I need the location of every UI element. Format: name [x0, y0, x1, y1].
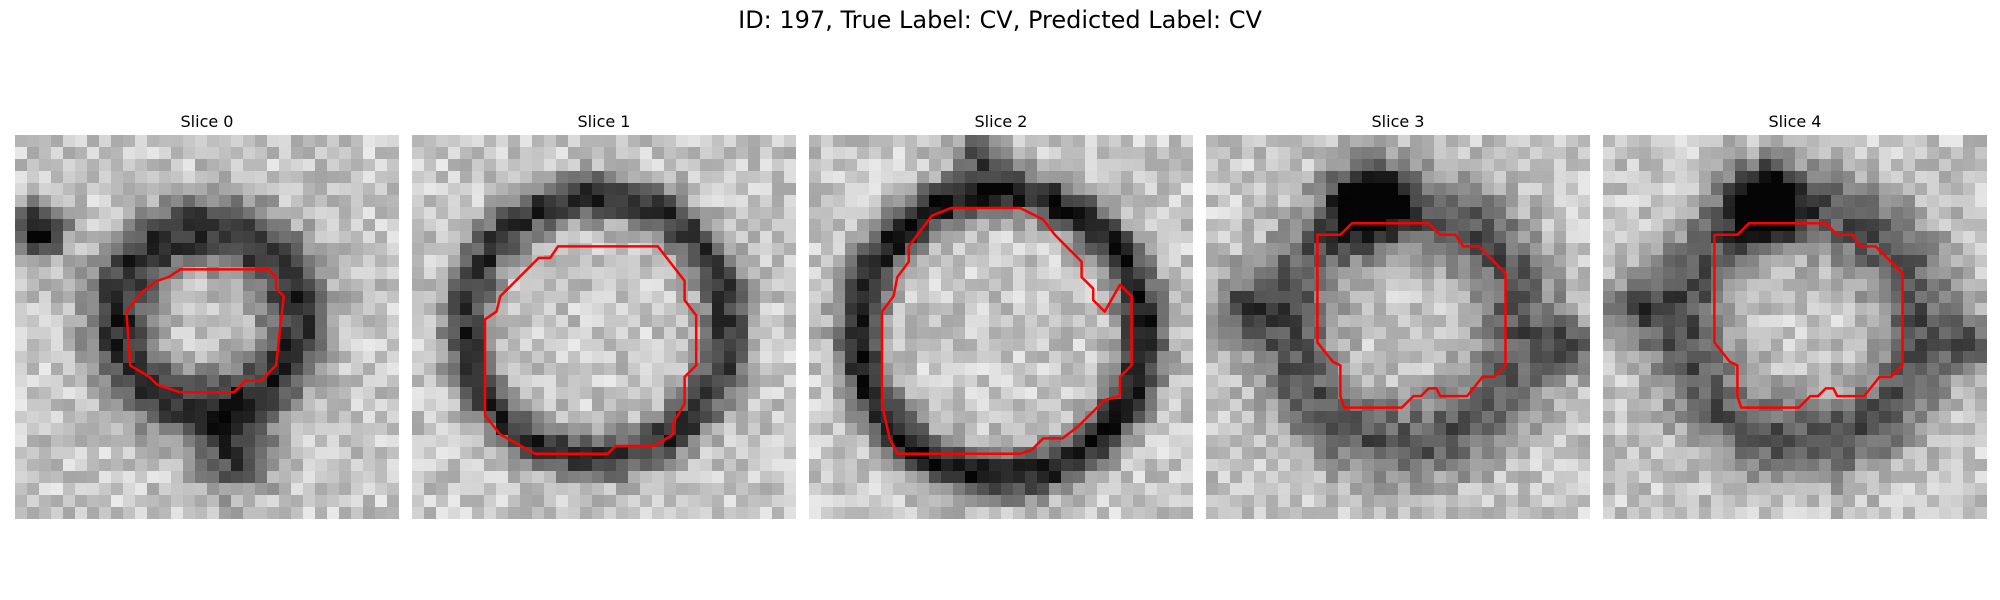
pixel-grid — [15, 135, 399, 519]
slice-image — [15, 135, 399, 519]
slice-title: Slice 0 — [180, 112, 234, 131]
slice-image-canvas — [1206, 135, 1590, 519]
slice-title: Slice 2 — [974, 112, 1028, 131]
slice-image — [1603, 135, 1987, 519]
pixel-grid — [1206, 135, 1590, 519]
slice-title: Slice 1 — [577, 112, 631, 131]
segmentation-contour — [1713, 222, 1904, 409]
pixel-grid — [1603, 135, 1987, 519]
slice-panel-1: Slice 1 — [412, 109, 796, 519]
segmentation-contour — [1316, 222, 1507, 409]
slice-image-canvas — [15, 135, 399, 519]
slice-panel-2: Slice 2 — [809, 109, 1193, 519]
slice-image — [1206, 135, 1590, 519]
segmentation-contour — [880, 206, 1133, 455]
figure-title: ID: 197, True Label: CV, Predicted Label… — [738, 6, 1262, 34]
slice-panel-3: Slice 3 — [1206, 109, 1590, 519]
slice-image-canvas — [412, 135, 796, 519]
slice-panel-4: Slice 4 — [1603, 109, 1987, 519]
pixel-grid — [809, 135, 1193, 519]
slice-image — [412, 135, 796, 519]
slice-image — [809, 135, 1193, 519]
pixel-grid — [412, 135, 796, 519]
slice-image-canvas — [809, 135, 1193, 519]
segmentation-contour — [483, 245, 698, 455]
slice-panel-0: Slice 0 — [15, 109, 399, 519]
segmentation-contour — [125, 268, 286, 394]
slice-image-canvas — [1603, 135, 1987, 519]
slice-title: Slice 3 — [1371, 112, 1425, 131]
slice-title: Slice 4 — [1768, 112, 1822, 131]
